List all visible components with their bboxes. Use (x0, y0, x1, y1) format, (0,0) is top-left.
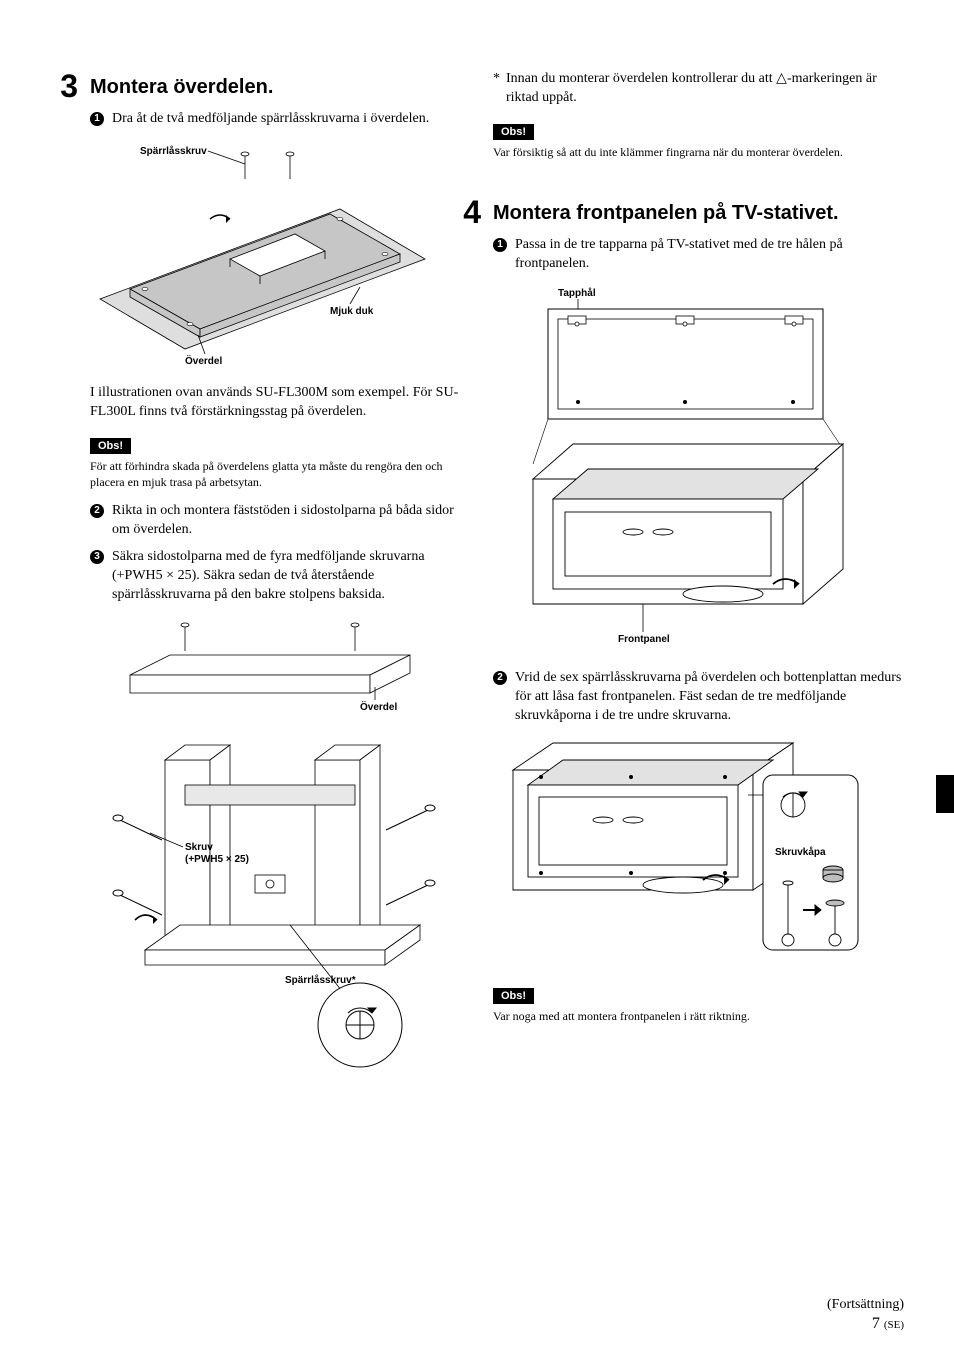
page-footer: (Fortsättning) 7 (SE) (827, 1297, 904, 1333)
fig-label-skruvkapa: Skruvkåpa (775, 846, 826, 858)
illustration-note: I illustrationen ovan används SU-FL300M … (90, 384, 461, 422)
left-column: 3 Montera överdelen. 1 Dra åt de två med… (50, 70, 461, 1100)
substep-text: Dra åt de två medföljande spärrlåsskruva… (112, 110, 429, 129)
step-number: 3 (50, 70, 78, 102)
fig-label-skruv1: Skruv (185, 842, 213, 853)
substep-text: Rikta in och montera fäststöden i sidost… (112, 502, 461, 540)
obs-badge: Obs! (90, 438, 131, 454)
fig-label-skruv2: (+PWH5 × 25) (185, 854, 249, 865)
fig-label-overdel: Överdel (185, 354, 222, 367)
substep-text: Passa in de tre tapparna på TV-stativet … (515, 236, 904, 274)
fig-label-frontpanel: Frontpanel (618, 634, 670, 645)
asterisk-note: * Innan du monterar överdelen kontroller… (493, 70, 904, 108)
bullet-icon: 3 (90, 550, 104, 564)
continuation-label: (Fortsättning) (827, 1297, 904, 1313)
asterisk: * (493, 70, 500, 108)
obs-text: För att förhindra skada på överdelens gl… (90, 458, 461, 490)
substep-3-2: 2 Rikta in och montera fäststöden i sido… (90, 502, 461, 540)
step-title: Montera frontpanelen på TV-stativet. (493, 196, 839, 228)
fig-label-mjuk: Mjuk duk (330, 306, 374, 317)
obs-text: Var noga med att montera frontpanelen i … (493, 1008, 904, 1024)
right-column: * Innan du monterar överdelen kontroller… (493, 70, 904, 1100)
step-number: 4 (453, 196, 481, 228)
substep-text: Säkra sidostolparna med de fyra medfölja… (112, 548, 461, 605)
bullet-icon: 2 (493, 671, 507, 685)
obs-badge: Obs! (493, 988, 534, 1004)
fig-label-sparr: Spärrlåsskruv (140, 145, 207, 157)
bullet-icon: 1 (493, 238, 507, 252)
edge-tab (936, 775, 954, 813)
page-number: 7 (SE) (827, 1315, 904, 1333)
substep-3-3: 3 Säkra sidostolparna med de fyra medföl… (90, 548, 461, 605)
fig-label-tapphal: Tapphål (558, 287, 596, 299)
figure-4-2: Skruvkåpa (503, 735, 904, 970)
figure-4-1: Tapphål (523, 284, 904, 659)
substep-4-1: 1 Passa in de tre tapparna på TV-stative… (493, 236, 904, 274)
step-3-header: 3 Montera överdelen. (50, 70, 461, 102)
step-title: Montera överdelen. (90, 70, 273, 102)
fig-label-overdel: Överdel (360, 700, 397, 713)
step-4-header: 4 Montera frontpanelen på TV-stativet. (453, 196, 904, 228)
figure-3-1: Spärrlåsskruv (90, 139, 461, 374)
substep-4-2: 2 Vrid de sex spärrlåsskruvarna på överd… (493, 669, 904, 726)
obs-badge: Obs! (493, 124, 534, 140)
figure-3-2: Överdel (90, 615, 461, 1090)
bullet-icon: 1 (90, 112, 104, 126)
substep-3-1: 1 Dra åt de två medföljande spärrlåsskru… (90, 110, 461, 129)
fig-label-sparr: Spärrlåsskruv* (285, 974, 356, 986)
asterisk-text: Innan du monterar överdelen kontrollerar… (506, 70, 904, 108)
obs-text: Var försiktig så att du inte klämmer fin… (493, 144, 904, 160)
bullet-icon: 2 (90, 504, 104, 518)
substep-text: Vrid de sex spärrlåsskruvarna på överdel… (515, 669, 904, 726)
